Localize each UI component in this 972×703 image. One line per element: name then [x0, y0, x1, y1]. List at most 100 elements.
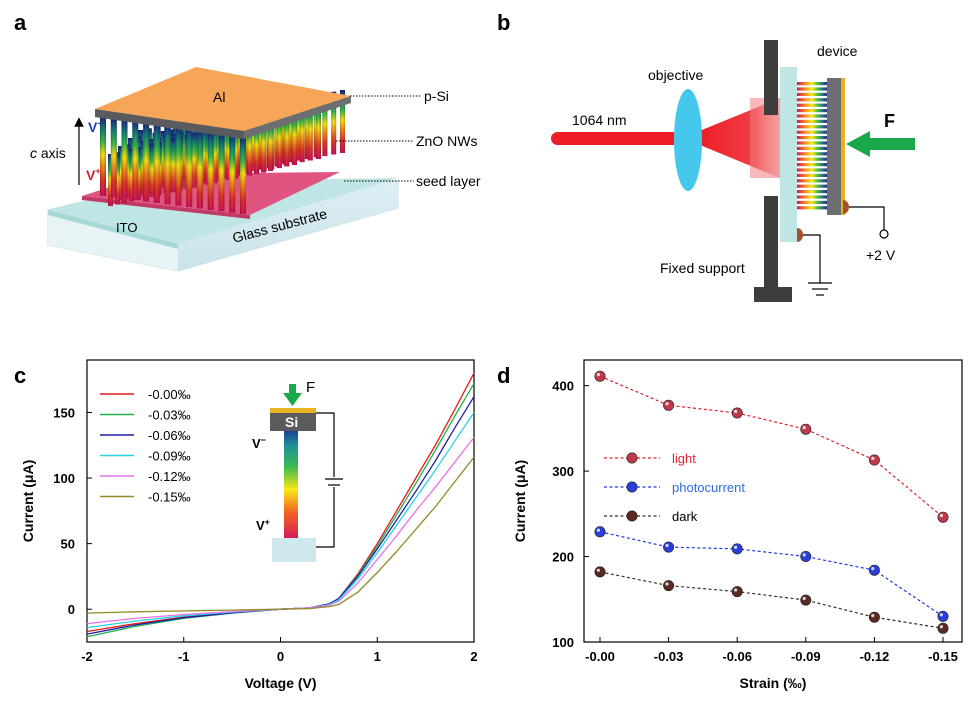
objective-lens [674, 89, 702, 191]
nanowire-shade [229, 134, 236, 213]
al-label: Al [213, 89, 225, 105]
legend-label: -0.09‰ [148, 449, 191, 464]
iv-chart: -2 -1 0 1 2 0 50 100 150 Voltage (V) Current (μA) -… [20, 359, 478, 691]
circuit-wires [803, 206, 885, 296]
plot-frame [583, 359, 963, 643]
nanowire-shade [233, 122, 239, 179]
nanowire-row [797, 136, 827, 140]
nanowire-shade [196, 129, 203, 209]
strain-chart: -0.00 -0.03 -0.06 -0.09 -0.12 -0.15 100 200 300 4… [512, 359, 963, 691]
c-axis-label: c axis [30, 145, 66, 161]
data-point-highlight [665, 543, 669, 548]
x-tick-label: -0.09 [791, 649, 821, 664]
bias-label: +2 V [866, 247, 896, 263]
data-point-highlight [734, 545, 738, 549]
nanowire-row [797, 87, 827, 91]
data-point-highlight [871, 456, 875, 460]
nanowire-row [797, 179, 827, 183]
series-line [86, 456, 475, 614]
legend-label: dark [672, 509, 698, 524]
series-line [599, 571, 944, 629]
nanowire-stack [797, 82, 827, 210]
nanowire-shade [128, 148, 134, 202]
data-point [868, 564, 880, 576]
y-tick-label: 100 [53, 471, 75, 486]
data-point [800, 594, 812, 606]
nanowire-row [797, 184, 827, 188]
psi-label: p-Si [424, 88, 449, 104]
inset-circuit [316, 412, 343, 548]
x-axis-label: Strain (‰) [740, 675, 807, 691]
nanowire-shade [240, 136, 246, 214]
x-tick-label: 2 [470, 649, 477, 664]
data-point [868, 454, 880, 466]
series-line [86, 412, 475, 629]
nanowire-shade [331, 91, 337, 155]
nanowire-shade [284, 107, 290, 167]
nanowire-shade [160, 131, 166, 188]
fixed-support [754, 40, 792, 302]
nanowire-shade [247, 119, 253, 176]
nanowire-row [797, 141, 827, 145]
data-point [800, 423, 812, 435]
nanowire-shade [132, 120, 139, 201]
inset-substrate [272, 538, 316, 562]
panel-c: c -2 -1 0 1 2 0 50 100 150 Voltage (V) Current (μA… [14, 359, 478, 691]
nanowire-shade [149, 143, 155, 197]
nanowire-shade [118, 146, 123, 200]
nanowire-shade [287, 100, 293, 163]
inset-si-block [270, 413, 316, 431]
nanowire-shade [299, 101, 305, 163]
nanowire-row [797, 92, 827, 96]
y-tick-label: 100 [552, 635, 574, 650]
nanowire-shade [296, 98, 302, 161]
nanowire-shade [164, 125, 171, 205]
nanowire-shade [340, 90, 345, 153]
nanowire-shade [191, 133, 197, 188]
nanowire-shade [261, 115, 266, 173]
zno-nanowires [100, 90, 345, 214]
nanowire-shade [100, 116, 106, 196]
data-point-highlight [734, 409, 738, 413]
nanowire-shade [268, 114, 273, 171]
series-line [86, 437, 475, 625]
x-tick-label: -0.15 [928, 649, 958, 664]
device-label: device [817, 43, 858, 59]
y-tick-label: 200 [552, 550, 574, 565]
nanowire-shade [322, 93, 328, 157]
contact-bottom [797, 228, 803, 242]
y-tick-label: 300 [552, 464, 574, 479]
ito-label: ITO [116, 220, 137, 235]
data-point-highlight [802, 553, 806, 557]
data-point-highlight [871, 614, 875, 618]
nanowire-shade [125, 144, 131, 199]
panel-label-a: a [14, 10, 27, 35]
x-tick-label: 0 [277, 649, 284, 664]
legend-marker [626, 452, 638, 464]
legend-marker [626, 510, 638, 522]
data-point [663, 399, 675, 411]
data-point-highlight [939, 514, 944, 518]
nanowire-row [797, 163, 827, 167]
x-tick-label: -0.12 [860, 649, 890, 664]
nanowire-shade [121, 119, 128, 199]
nanowire-shade [153, 123, 160, 203]
data-point [868, 611, 880, 623]
panel-label-d: d [497, 363, 510, 388]
data-point-highlight [939, 625, 944, 629]
terminal [879, 229, 889, 239]
inset-v-plus: V+ [256, 517, 270, 533]
data-point [594, 566, 606, 578]
v-minus-label: V- [88, 118, 100, 135]
nanowire-row [797, 82, 827, 86]
inset-si-label: Si [285, 414, 298, 430]
data-point [937, 610, 949, 622]
data-point [594, 370, 606, 382]
nanowire-shade [170, 138, 176, 193]
leader-lines [336, 95, 422, 182]
inset-force-label: F [306, 379, 315, 396]
y-axis-label: Current (μA) [20, 460, 36, 542]
y-tick-label: 50 [61, 537, 75, 552]
nanowire-row [797, 114, 827, 118]
